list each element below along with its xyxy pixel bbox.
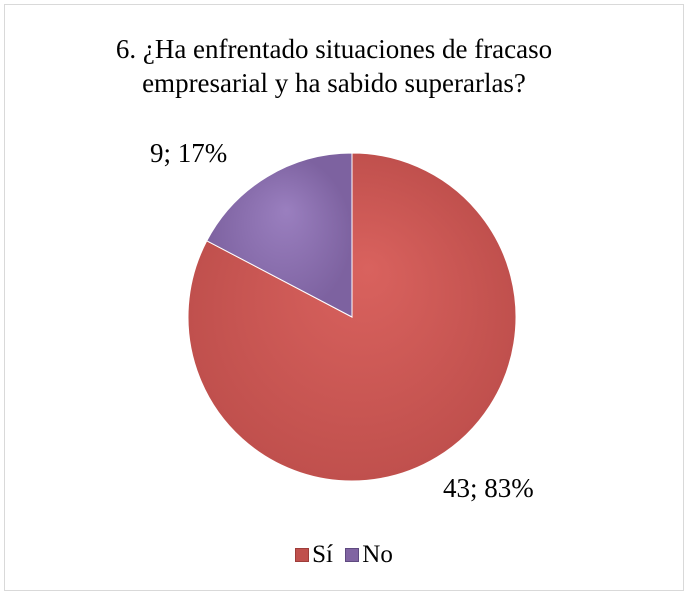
chart-legend: Sí No [0, 540, 688, 570]
data-label-no: 9; 17% [150, 138, 227, 168]
data-label-si: 43; 83% [443, 473, 534, 503]
pie-slice-no [206, 152, 353, 318]
legend-swatch-no [345, 548, 360, 562]
legend-swatch-si [295, 548, 310, 562]
chart-title-line-1: 6. ¿Ha enfrentado situaciones de fracaso [115, 34, 553, 64]
legend-label-no: No [362, 541, 393, 568]
chart-title: 6. ¿Ha enfrentado situaciones de fracaso… [0, 32, 668, 100]
legend-label-si: Sí [312, 541, 334, 568]
chart-title-line-2: empresarial y ha sabido superarlas? [142, 68, 526, 98]
legend-item-si: Sí [295, 540, 333, 570]
legend-item-no: No [345, 540, 393, 570]
